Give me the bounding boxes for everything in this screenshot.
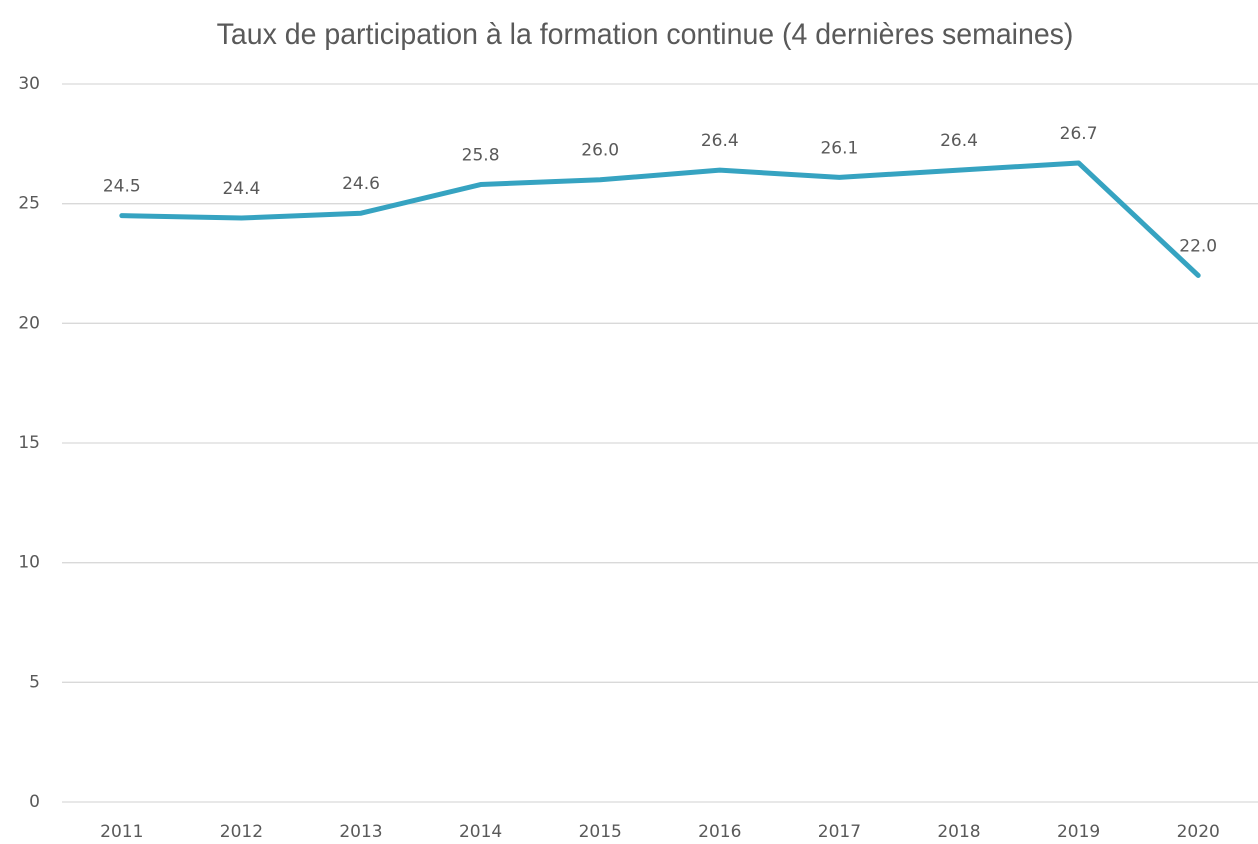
x-tick-label: 2019 [1057, 822, 1100, 842]
y-tick-label: 10 [18, 553, 40, 573]
y-tick-label: 5 [29, 672, 40, 692]
x-tick-label: 2012 [220, 822, 263, 842]
data-label: 24.5 [103, 177, 141, 197]
data-label: 25.8 [462, 146, 500, 166]
line [119, 160, 1201, 278]
data-label: 26.7 [1060, 124, 1098, 144]
data-label: 24.6 [342, 174, 380, 194]
x-tick-label: 2017 [818, 822, 861, 842]
x-tick-label: 2018 [937, 822, 980, 842]
data-label: 22.0 [1179, 236, 1217, 256]
y-tick-label: 20 [18, 313, 40, 333]
y-tick-label: 15 [18, 433, 40, 453]
x-tick-label: 2016 [698, 822, 741, 842]
data-label: 26.4 [940, 131, 978, 151]
x-tick-label: 2020 [1177, 822, 1220, 842]
data-label: 24.4 [222, 179, 260, 199]
data-label: 26.4 [701, 131, 739, 151]
x-tick-label: 2015 [579, 822, 622, 842]
chart-title: Taux de participation à la formation con… [217, 18, 1074, 51]
y-tick-label: 30 [18, 74, 40, 94]
y-tick-label: 0 [29, 792, 40, 812]
data-label: 26.0 [581, 141, 619, 161]
x-tick-label: 2014 [459, 822, 502, 842]
y-tick-label: 25 [18, 194, 40, 214]
data-label: 26.1 [820, 138, 858, 158]
x-tick-label: 2013 [339, 822, 382, 842]
x-tick-label: 2011 [100, 822, 143, 842]
